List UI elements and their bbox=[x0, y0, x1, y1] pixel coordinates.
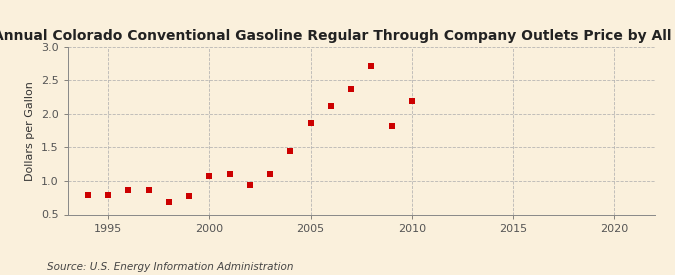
Point bbox=[103, 193, 113, 197]
Point bbox=[204, 173, 215, 178]
Point bbox=[123, 188, 134, 192]
Point bbox=[244, 183, 255, 187]
Title: Annual Colorado Conventional Gasoline Regular Through Company Outlets Price by A: Annual Colorado Conventional Gasoline Re… bbox=[0, 29, 675, 43]
Point bbox=[346, 87, 356, 91]
Point bbox=[224, 172, 235, 177]
Y-axis label: Dollars per Gallon: Dollars per Gallon bbox=[25, 81, 35, 181]
Point bbox=[325, 104, 336, 108]
Text: Source: U.S. Energy Information Administration: Source: U.S. Energy Information Administ… bbox=[47, 262, 294, 272]
Point bbox=[285, 149, 296, 154]
Point bbox=[406, 99, 417, 103]
Point bbox=[386, 124, 397, 128]
Point bbox=[265, 171, 275, 176]
Point bbox=[184, 194, 194, 198]
Point bbox=[305, 121, 316, 125]
Point bbox=[366, 63, 377, 68]
Point bbox=[82, 193, 93, 197]
Point bbox=[163, 200, 174, 205]
Point bbox=[143, 188, 154, 192]
